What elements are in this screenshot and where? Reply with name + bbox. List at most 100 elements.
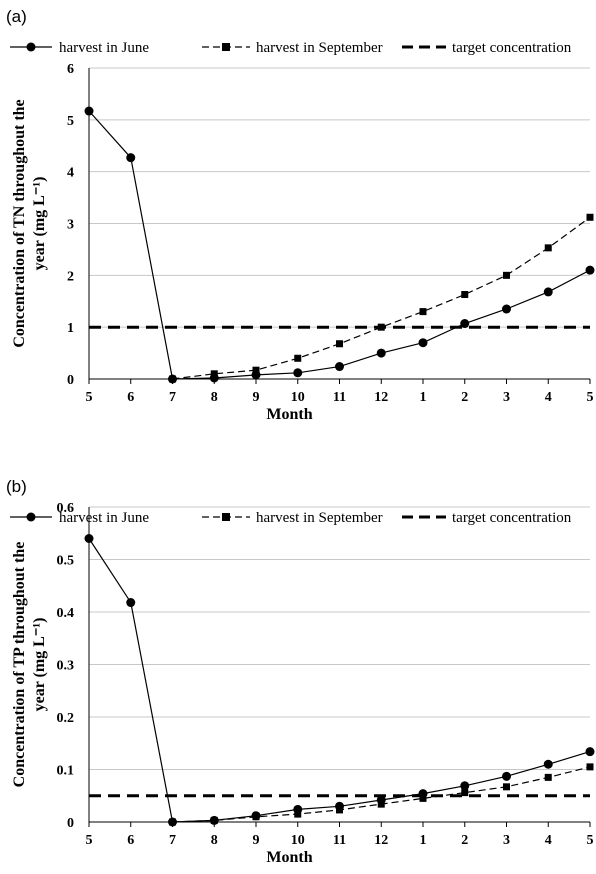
data-point [376, 348, 386, 358]
data-point [169, 818, 176, 826]
x-tick-label: 1 [420, 390, 427, 405]
series-line-0 [88, 110, 591, 380]
data-point [252, 366, 260, 374]
legend-marker-square [222, 43, 230, 51]
x-tick-label: 11 [333, 833, 346, 848]
x-tick-label: 5 [587, 390, 594, 405]
data-point [502, 771, 511, 781]
y-tick-label: 0.3 [57, 659, 75, 674]
y-axis-title: Concentration of TN throughout the year (… [11, 99, 48, 347]
data-point [84, 534, 94, 543]
y-axis-title: Concentration of TP throughout the year (… [11, 542, 48, 788]
x-tick-label: 3 [503, 833, 510, 848]
x-tick-label: 6 [127, 390, 134, 405]
x-tick-label: 4 [545, 390, 552, 405]
y-axis-title-line-2: year (mg L⁻¹) [31, 618, 48, 712]
legend-marker-circle [26, 512, 36, 522]
legend-label: harvest in June [59, 510, 149, 526]
data-point [377, 800, 385, 808]
y-tick-label: 0.6 [57, 501, 75, 516]
legend-item-2: target concentration [402, 40, 572, 56]
x-tick-label: 4 [545, 833, 552, 848]
x-tick-label: 2 [461, 833, 468, 848]
x-tick-label: 11 [333, 390, 346, 405]
x-tick-label: 9 [253, 833, 260, 848]
x-tick-label: 12 [374, 833, 388, 848]
y-tick-label: 4 [67, 166, 74, 181]
x-tick-label: 8 [211, 833, 218, 848]
legend-marker-circle [26, 42, 36, 52]
data-point [419, 794, 427, 802]
x-axis-title: Month [266, 849, 312, 866]
y-tick-label: 0 [67, 373, 74, 388]
data-point [585, 747, 595, 757]
data-point [460, 319, 470, 329]
data-point [586, 763, 594, 771]
x-tick-label: 6 [127, 833, 134, 848]
data-point [335, 362, 344, 372]
y-tick-label: 6 [67, 62, 74, 77]
data-point [126, 153, 136, 163]
data-point [252, 813, 260, 821]
legend-label: harvest in June [59, 40, 149, 56]
legend-item-1: harvest in September [202, 40, 383, 56]
legend-marker-square [222, 513, 230, 521]
panel-label: (a) [6, 7, 27, 26]
data-point [294, 810, 302, 818]
x-tick-label: 12 [374, 390, 388, 405]
data-point [461, 789, 469, 797]
data-point [544, 244, 552, 252]
data-point [544, 773, 552, 781]
x-tick-label: 10 [291, 833, 305, 848]
y-axis-title-line-2: year (mg L⁻¹) [31, 177, 48, 271]
y-axis-title-line-1: Concentration of TP throughout the [11, 542, 28, 788]
x-tick-label: 5 [86, 390, 93, 405]
legend-label: target concentration [452, 40, 572, 56]
data-point [126, 598, 136, 608]
panel-label: (b) [6, 477, 27, 496]
y-tick-label: 0.4 [57, 606, 75, 621]
data-point [461, 291, 469, 299]
x-tick-label: 3 [503, 390, 510, 405]
data-point [336, 806, 343, 814]
x-tick-label: 9 [253, 390, 260, 405]
legend-item-0: harvest in June [10, 40, 149, 56]
series-line-1 [172, 216, 591, 380]
legend: harvest in June harvest in September targe… [10, 510, 572, 526]
y-tick-label: 0.5 [57, 554, 75, 569]
data-point [418, 338, 428, 348]
x-tick-label: 10 [291, 390, 305, 405]
data-point [293, 368, 303, 378]
chart-panel-a: (a) harvest in June harvest in September ta… [6, 7, 595, 423]
data-point [585, 265, 595, 275]
y-tick-label: 0.1 [57, 764, 75, 779]
y-tick-label: 0.2 [57, 711, 75, 726]
x-tick-label: 1 [420, 833, 427, 848]
legend: harvest in June harvest in September targe… [10, 40, 572, 56]
data-point [503, 271, 510, 279]
data-point [543, 287, 553, 297]
x-tick-label: 5 [86, 833, 93, 848]
chart-panel-b: (b) harvest in June harvest in September ta… [6, 477, 595, 866]
data-point [502, 304, 511, 314]
data-point [419, 308, 427, 316]
legend-item-0: harvest in June [10, 510, 149, 526]
x-tick-label: 7 [169, 390, 176, 405]
y-tick-label: 3 [67, 218, 74, 233]
data-point [503, 783, 510, 791]
legend-label: target concentration [452, 510, 572, 526]
legend-label: harvest in September [256, 40, 383, 56]
data-point [543, 759, 553, 769]
data-point [460, 781, 470, 791]
data-point [336, 340, 343, 348]
x-axis-title: Month [266, 406, 312, 423]
data-point [210, 370, 218, 378]
y-axis-title-line-1: Concentration of TN throughout the [11, 99, 28, 347]
legend-item-2: target concentration [402, 510, 572, 526]
series-1 [169, 763, 594, 826]
y-tick-label: 2 [67, 269, 74, 284]
x-tick-label: 7 [169, 833, 176, 848]
y-tick-label: 5 [67, 114, 74, 129]
x-tick-label: 8 [211, 390, 218, 405]
